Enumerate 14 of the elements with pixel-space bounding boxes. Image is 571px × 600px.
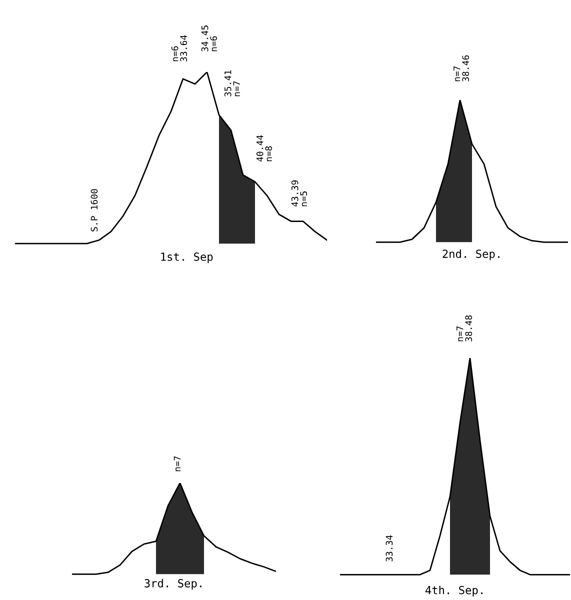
x-axis-title: 4th. Sep.	[425, 586, 482, 596]
text: 34.45 n=6	[201, 26, 218, 52]
annotation: S.P 1600	[90, 189, 98, 232]
text: n=7 38.48	[456, 315, 472, 342]
annotation: 33.34	[386, 535, 393, 562]
x-axis-title: 2nd. Sep.	[442, 249, 500, 260]
x-axis-title: 3rd. Sep.	[144, 578, 202, 590]
annotation: 40.44 n=8	[256, 135, 272, 162]
x-axis-title: 1st. Sep	[161, 252, 213, 264]
annotation: 35.41 n=7	[224, 70, 240, 96]
annotation: 43.39 n=5	[291, 180, 308, 207]
text: n=7	[174, 456, 181, 472]
text: n=6 33.64	[171, 35, 188, 62]
text: n=7 38.46	[454, 55, 470, 82]
